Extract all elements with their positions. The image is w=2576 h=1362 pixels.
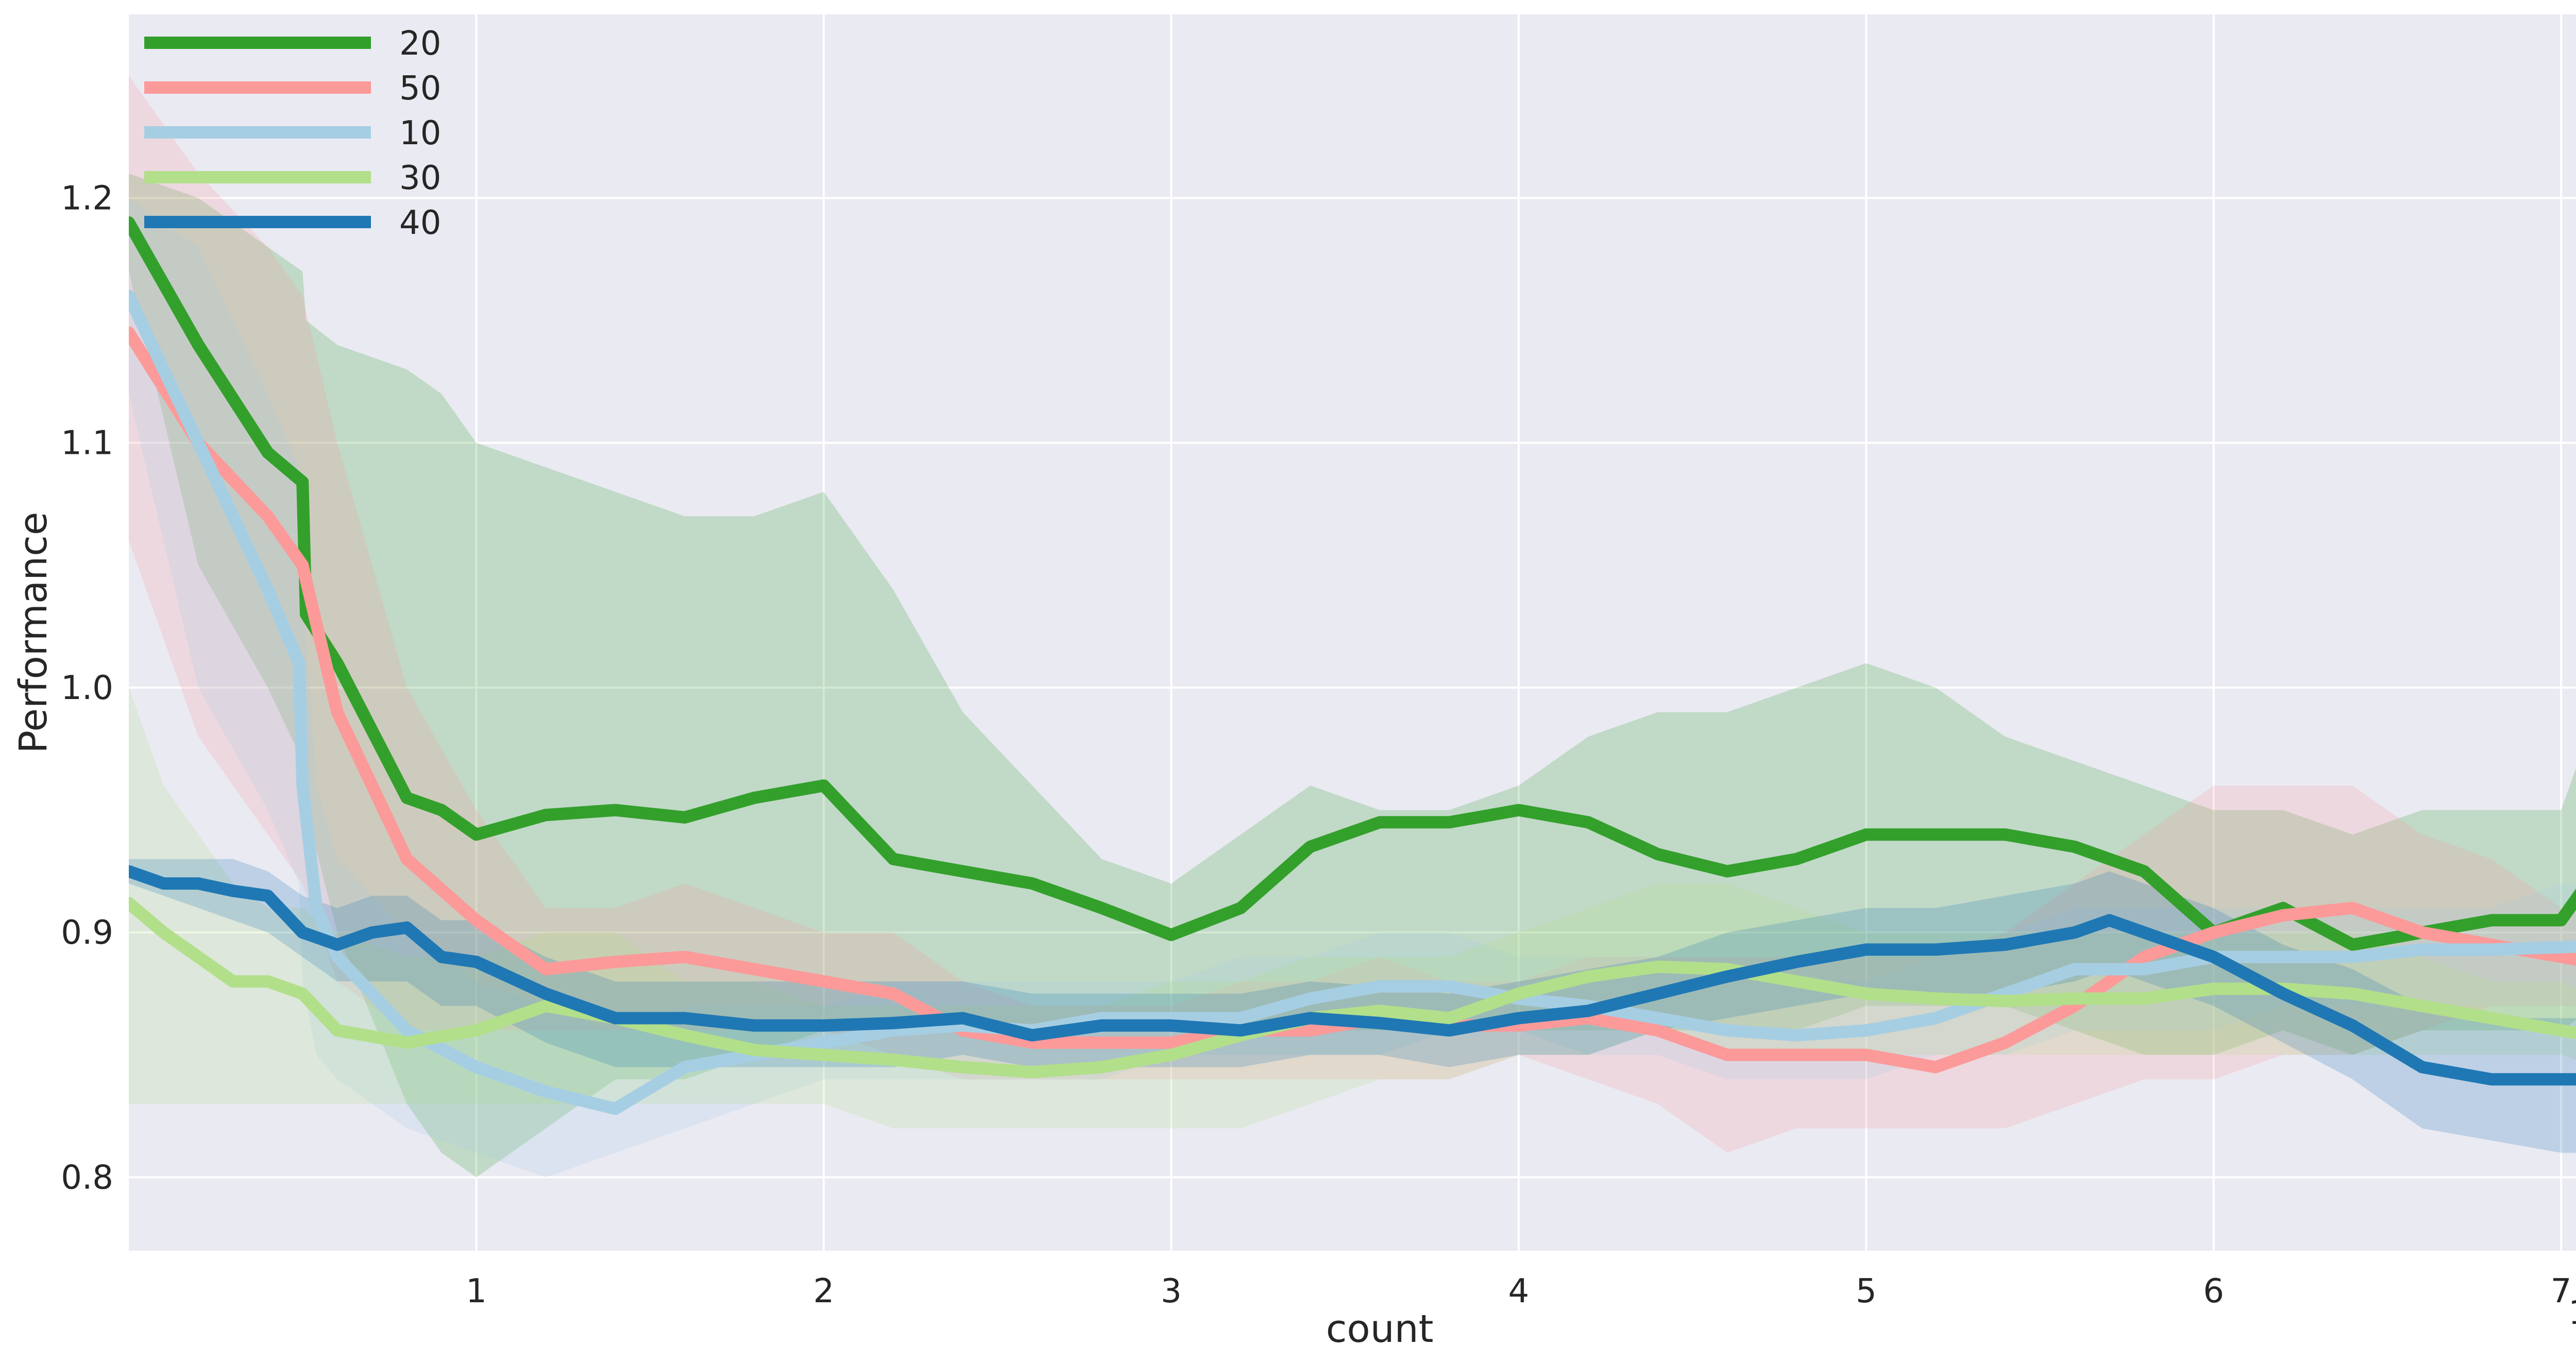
y-tick-label: 0.8 [61,1159,113,1197]
legend-label-10: 10 [399,114,441,152]
y-tick-label: 1.1 [61,424,113,463]
x-axis-offset-label: 1e4 [2568,1294,2576,1332]
x-tick-label: 1 [466,1272,487,1310]
band-series-40 [129,859,2576,1153]
legend-label-30: 30 [399,159,441,197]
x-tick-label: 2 [814,1272,835,1310]
y-tick-label: 1.0 [61,669,113,707]
x-tick-label: 3 [1161,1272,1182,1310]
series-lines [129,216,2576,1115]
y-tick-label: 0.9 [61,914,113,952]
line-series-10 [129,290,2576,1115]
plot-background [129,14,2576,1251]
band-series-10 [129,198,2576,1178]
legend-label-40: 40 [399,204,441,242]
x-tick-label: 6 [2203,1272,2224,1310]
legend-label-50: 50 [399,70,441,108]
y-axis-title: Performance [11,512,56,754]
x-tick-label: 7 [2551,1272,2572,1310]
legend: 20 50 10 30 40 [144,25,441,242]
y-axis-ticks: 0.8 0.9 1.0 1.1 1.2 [61,179,113,1197]
x-axis-title: count [1326,1307,1434,1351]
x-axis-ticks: 1 2 3 4 5 6 7 [466,1272,2571,1310]
x-tick-label: 5 [1856,1272,1877,1310]
grid-lines [129,14,2576,1251]
band-series-20 [129,173,2576,1178]
line-series-40 [129,865,2576,1086]
y-tick-label: 1.2 [61,179,113,217]
band-series-50 [129,75,2576,1153]
legend-label-20: 20 [399,25,441,63]
x-tick-label: 4 [1508,1272,1529,1310]
